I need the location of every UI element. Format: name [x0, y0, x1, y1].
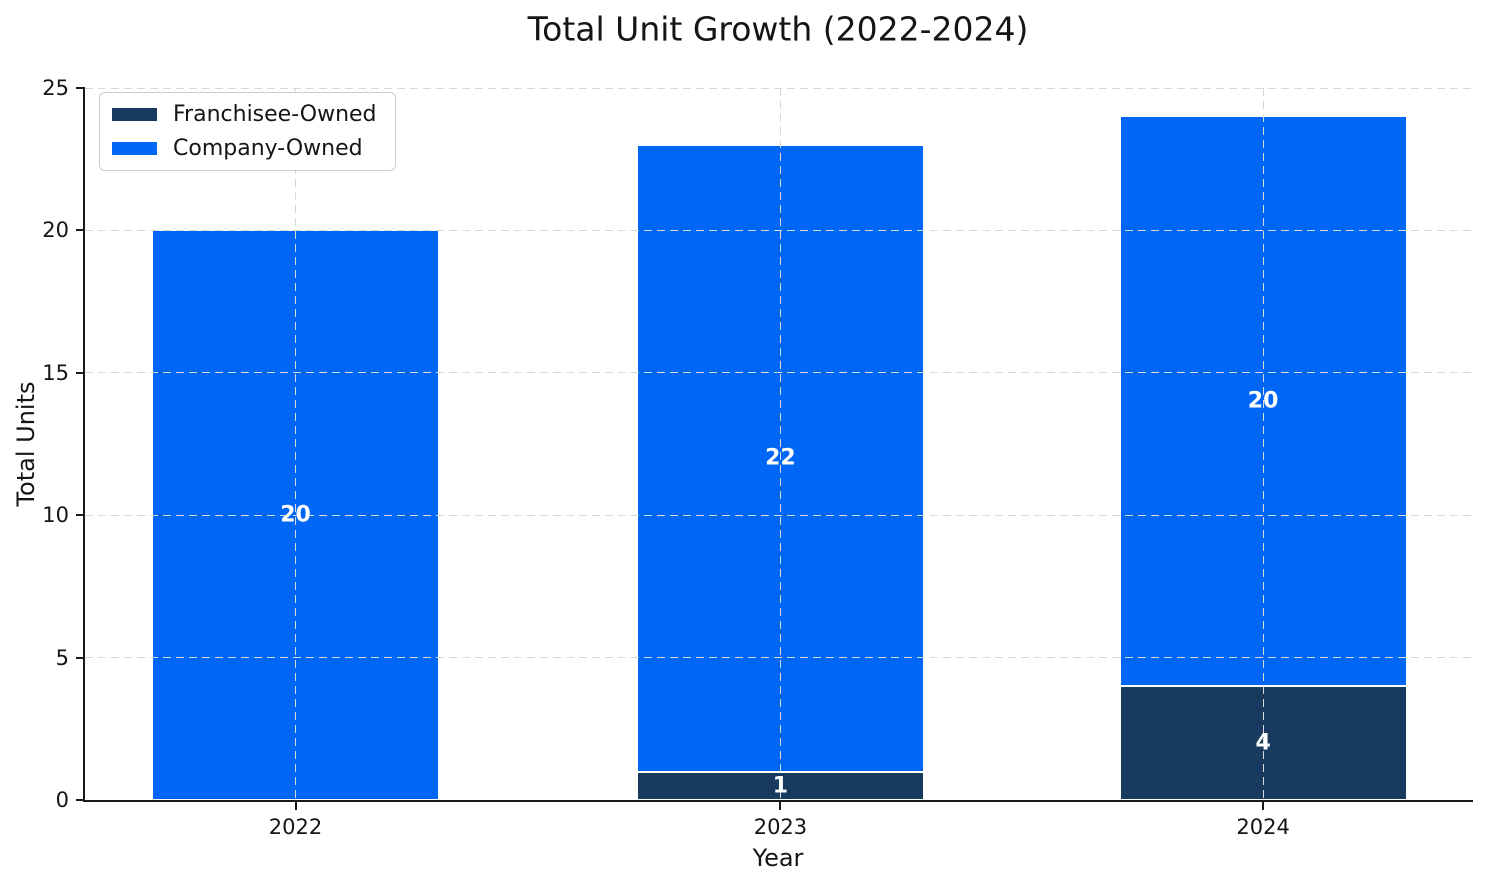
- legend: Franchisee-Owned Company-Owned: [99, 92, 396, 171]
- x-tick-mark: [294, 802, 297, 810]
- x-tick-label: 2022: [268, 815, 323, 839]
- legend-item-franchisee-owned: Franchisee-Owned: [112, 102, 377, 127]
- x-tick-mark: [1262, 802, 1265, 810]
- y-tick-mark: [76, 371, 85, 374]
- y-tick-label: 20: [42, 218, 69, 243]
- gridline-horizontal: [85, 657, 1472, 659]
- franchisee-owned-swatch: [112, 108, 157, 121]
- legend-item-company-owned: Company-Owned: [112, 136, 377, 161]
- legend-label: Company-Owned: [173, 136, 363, 161]
- gridline-vertical: [779, 88, 781, 800]
- y-tick-mark: [76, 799, 85, 801]
- bar-value-label: 20: [1247, 388, 1279, 414]
- y-tick-label: 5: [55, 645, 69, 670]
- bar-value-label: 1: [772, 773, 789, 799]
- y-tick-mark: [76, 87, 85, 89]
- company-owned-swatch: [112, 142, 157, 155]
- y-tick-mark: [76, 229, 85, 232]
- y-tick-label: 0: [55, 788, 69, 812]
- gridline-horizontal: [85, 229, 1472, 231]
- y-axis-spine: [83, 88, 85, 802]
- x-tick-label: 2023: [753, 815, 808, 839]
- y-tick-label: 15: [42, 360, 69, 385]
- x-axis-spine: [83, 800, 1473, 802]
- legend-label: Franchisee-Owned: [173, 102, 377, 127]
- y-tick-label: 25: [42, 76, 69, 100]
- bar-value-label: 4: [1255, 730, 1271, 756]
- plot-area: 20 1 22 4 20: [85, 87, 1472, 800]
- gridline-horizontal: [85, 87, 1472, 89]
- gridline-horizontal: [85, 372, 1472, 374]
- x-tick-label: 2024: [1236, 815, 1290, 839]
- chart-title: Total Unit Growth (2022-2024): [527, 9, 1029, 49]
- gridline-vertical: [295, 88, 297, 800]
- y-tick-mark: [76, 514, 85, 517]
- y-axis-label: Total Units: [12, 381, 40, 507]
- x-tick-mark: [779, 802, 782, 810]
- bar-value-label: 22: [765, 445, 796, 471]
- y-tick-mark: [76, 656, 85, 659]
- gridline-horizontal: [85, 514, 1472, 516]
- x-axis-label: Year: [752, 844, 804, 872]
- bar-value-label: 20: [280, 502, 311, 528]
- gridline-vertical: [1262, 88, 1264, 800]
- y-tick-label: 10: [42, 503, 69, 528]
